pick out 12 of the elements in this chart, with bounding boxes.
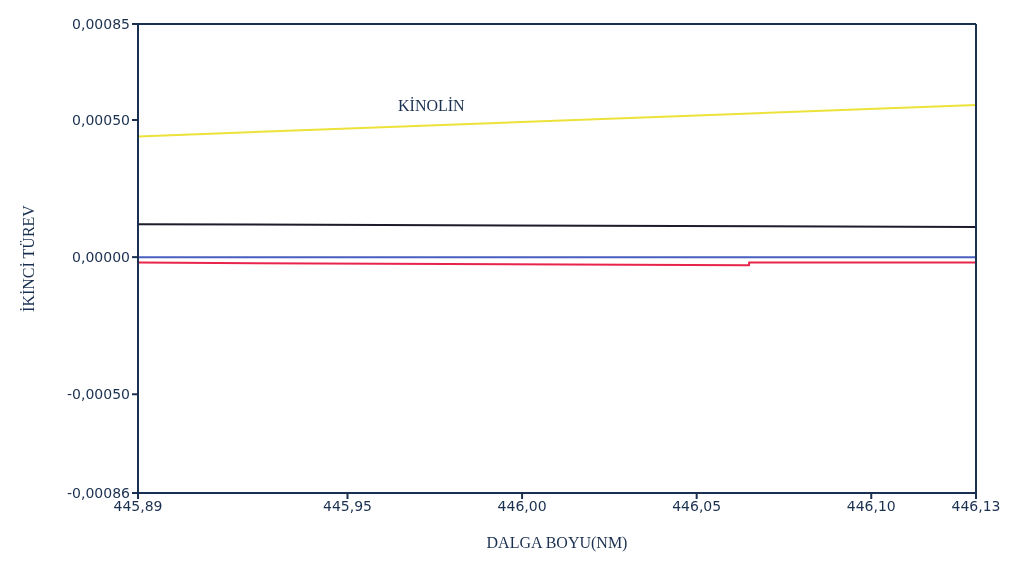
y-tick-label: 0,00000 — [72, 249, 130, 266]
x-axis-title: DALGA BOYU(NM) — [486, 534, 628, 552]
x-tick-label: 446,10 — [846, 497, 896, 514]
series-label: KİNOLİN — [398, 97, 466, 115]
y-tick-label: 0,00085 — [72, 15, 130, 32]
y-tick-label: -0,00050 — [67, 386, 130, 403]
x-tick-label: 446,00 — [497, 497, 547, 514]
x-tick-label: 446,05 — [672, 497, 722, 514]
y-axis-title: İKİNCİ TÜREV — [19, 204, 37, 312]
x-tick-label: 446,13 — [951, 497, 1001, 514]
x-tick-label: 445,95 — [323, 497, 372, 514]
y-tick-label: 0,00050 — [72, 111, 130, 128]
